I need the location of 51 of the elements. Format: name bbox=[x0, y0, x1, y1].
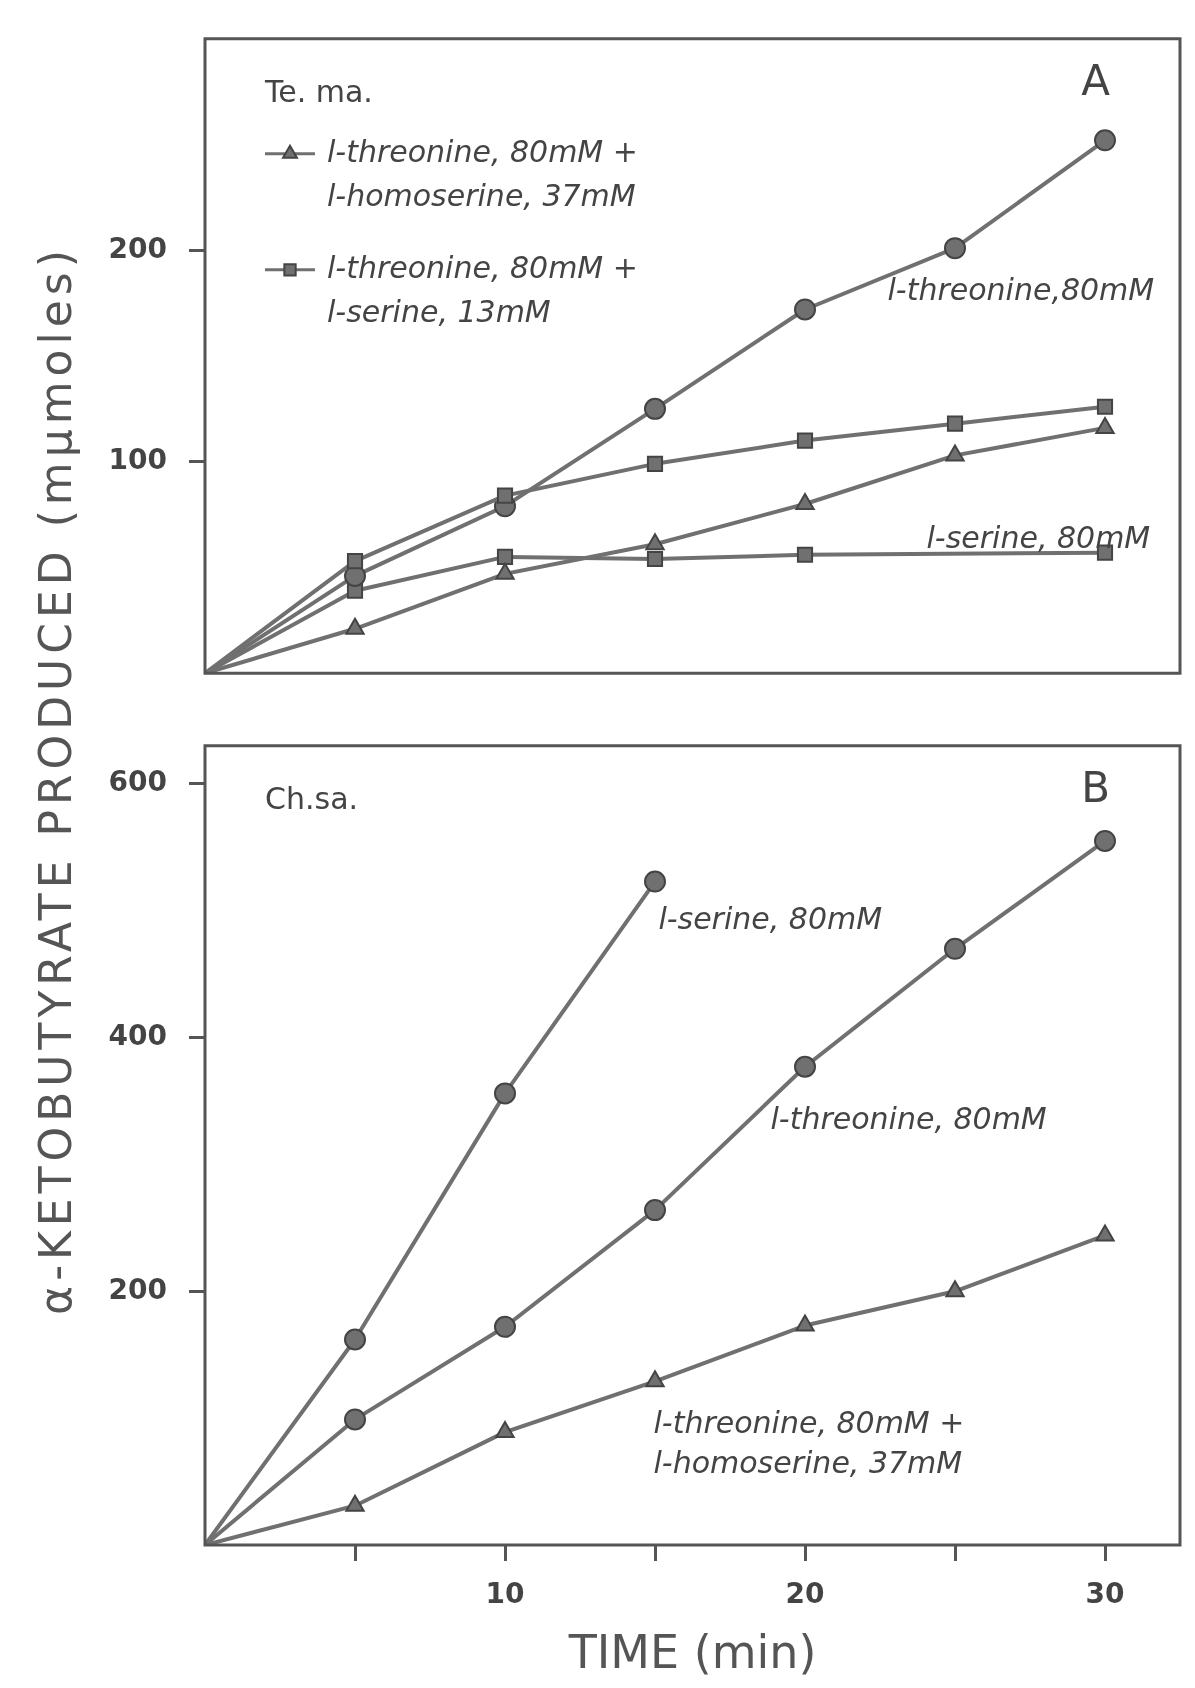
point bbox=[795, 1314, 815, 1332]
point bbox=[794, 298, 816, 321]
point bbox=[496, 548, 514, 565]
point bbox=[794, 1055, 816, 1078]
y-tick-label: 200 bbox=[108, 231, 167, 265]
annotation: Te. ma. bbox=[264, 73, 373, 109]
point bbox=[645, 533, 665, 551]
point bbox=[494, 1082, 516, 1105]
annotation: l-threonine, 80mM bbox=[770, 1101, 1047, 1137]
point bbox=[796, 432, 814, 449]
point bbox=[345, 1494, 365, 1512]
y-tick-label: 100 bbox=[108, 443, 167, 477]
x-tick-label: 20 bbox=[785, 1577, 825, 1611]
point bbox=[1095, 1224, 1115, 1242]
y-tick-label: 200 bbox=[108, 1272, 167, 1306]
x-tick-label: 30 bbox=[1085, 1577, 1125, 1611]
x-axis-title: TIME (min) bbox=[567, 1625, 817, 1680]
point bbox=[944, 937, 966, 960]
legend-label: l-threonine, 80mM + l-homoserine, 37mM bbox=[327, 133, 638, 213]
y-tick-label: 600 bbox=[108, 765, 167, 799]
point bbox=[495, 1421, 515, 1439]
point bbox=[796, 546, 814, 563]
point bbox=[946, 415, 964, 432]
point bbox=[795, 493, 815, 511]
annotation: Ch.sa. bbox=[265, 780, 359, 816]
point bbox=[1094, 829, 1116, 852]
point bbox=[945, 1280, 965, 1298]
annotation: l-threonine, 80mM + l-homoserine, 37mM bbox=[653, 1404, 965, 1480]
x-tick-label: 10 bbox=[485, 1577, 525, 1611]
point bbox=[496, 487, 514, 504]
annotation: l-threonine,80mM bbox=[887, 272, 1155, 308]
point bbox=[646, 455, 664, 472]
point bbox=[344, 1408, 366, 1431]
legend-label: l-threonine, 80mM + l-serine, 13mM bbox=[327, 249, 638, 329]
point bbox=[344, 1328, 366, 1351]
annotation: A bbox=[1081, 55, 1111, 105]
y-tick-label: 400 bbox=[108, 1018, 167, 1052]
point bbox=[644, 870, 666, 893]
annotation: l-serine, 80mM bbox=[926, 519, 1151, 555]
point bbox=[645, 1370, 665, 1388]
point bbox=[494, 1315, 516, 1338]
y-axis-title: α-KETOBUTYRATE PRODUCED (mμmoles) bbox=[30, 244, 82, 1317]
point bbox=[646, 550, 664, 568]
point bbox=[1094, 129, 1116, 152]
annotation: l-serine, 80mM bbox=[658, 901, 883, 937]
point bbox=[1096, 398, 1114, 415]
point bbox=[644, 397, 666, 420]
annotation: B bbox=[1081, 762, 1110, 812]
point bbox=[346, 553, 364, 570]
point bbox=[644, 1199, 666, 1222]
point bbox=[944, 237, 966, 260]
